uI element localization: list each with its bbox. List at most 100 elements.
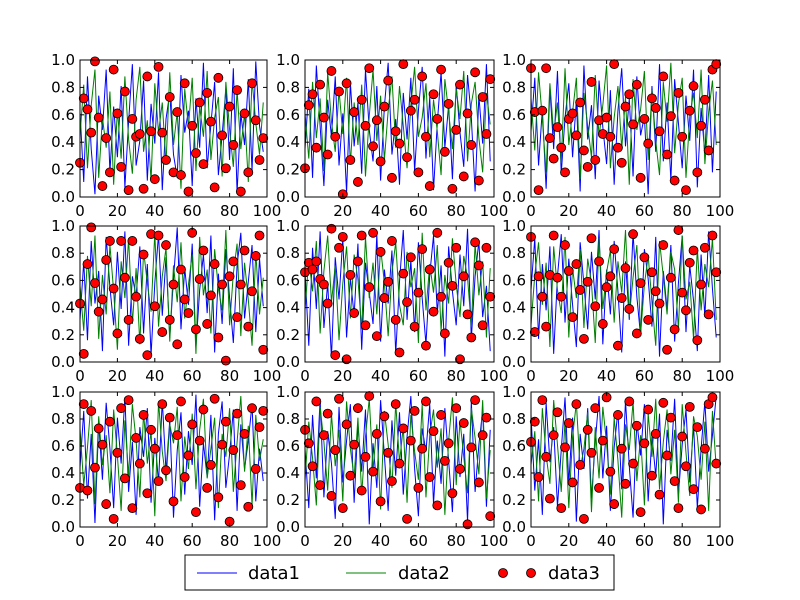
data3-point [620,101,631,112]
data3-point [477,430,488,441]
data3-point [590,155,601,165]
data3-point [462,309,473,320]
data3-point [243,167,254,178]
data3-point [191,324,201,335]
y-tick-label: 1.0 [51,383,75,401]
data3-point [228,140,239,150]
data3-point [455,464,465,474]
data3-point [353,177,363,187]
data3-point [620,263,631,274]
y-tick-label: 0.8 [502,410,526,428]
data3-point [409,94,420,105]
x-tick-label: 100 [706,532,735,550]
data3-point [97,181,108,191]
data3-point [439,146,450,157]
y-tick-label: 0.4 [51,464,75,482]
x-tick-label: 100 [480,202,509,220]
data3-point [703,145,714,156]
data3-point [579,333,589,344]
y-tick-label: 0.8 [51,244,75,262]
data3-point [254,422,265,433]
data3-point [579,514,589,524]
data3-point [232,85,242,96]
data3-point [157,127,168,138]
data3-point [643,138,654,149]
data3-point [485,74,496,85]
data3-point [394,347,405,358]
data3-point [447,183,458,194]
data3-point [187,419,198,430]
data3-point [198,159,209,170]
data3-point [447,280,458,291]
data3-point [179,78,190,89]
data3-point [383,276,394,287]
data3-point [582,424,593,435]
data3-point [337,231,348,242]
y-tick-label: 0.8 [276,244,300,262]
data3-point [176,264,186,275]
data3-point [631,328,642,339]
data3-point [93,112,104,123]
data3-point [485,291,496,302]
data3-point [405,435,416,446]
data3-point [116,236,127,246]
x-tick-label: 60 [409,202,428,220]
data3-point [635,172,646,183]
data3-point [590,403,601,414]
data3-point [609,59,620,70]
data3-point [684,401,695,412]
data3-point [436,64,446,75]
data3-point [451,403,462,414]
data3-point [90,278,100,289]
y-tick-label: 0.8 [502,78,526,96]
data3-point [318,112,329,123]
data3-point [533,472,544,482]
data3-point [307,264,318,275]
data3-point [127,503,138,514]
data3-point [157,399,168,410]
data3-point [405,105,416,116]
data3-point [250,251,261,261]
x-tick-label: 80 [220,367,239,385]
data3-point [436,291,446,302]
data3-point [485,511,496,522]
series-line-data1 [80,61,264,195]
data3-point [639,252,650,263]
data3-point [605,271,616,282]
x-tick-label: 20 [333,367,352,385]
data3-point [375,496,386,507]
data3-point [537,291,548,302]
data3-point [101,133,112,143]
y-tick-label: 0.6 [51,106,75,124]
data3-point [202,482,213,493]
y-tick-label: 0.0 [502,353,526,371]
data3-point [635,507,646,518]
y-tick-label: 0.4 [502,464,526,482]
data3-point [417,443,428,454]
data3-point [439,455,450,466]
data3-point [202,87,213,98]
data3-point [172,430,183,441]
data3-point [183,308,194,318]
data3-point [692,167,703,178]
x-tick-label: 40 [597,202,616,220]
data3-point [582,161,593,172]
data3-point [164,314,175,325]
axes-frame [304,391,495,528]
x-tick-label: 100 [480,367,509,385]
data3-point [326,491,337,501]
data3-point [146,126,156,137]
data3-point [228,445,239,455]
data3-point [198,404,209,415]
data3-point [398,59,409,70]
data3-point [394,458,405,469]
data3-point [654,126,665,137]
y-tick-label: 0.6 [502,271,526,289]
data3-point [688,81,699,91]
data3-point [356,230,367,241]
data3-point [168,279,179,290]
data3-point [235,186,246,197]
x-tick-label: 40 [145,367,164,385]
data3-point [349,439,360,450]
y-tick-label: 0.8 [51,78,75,96]
